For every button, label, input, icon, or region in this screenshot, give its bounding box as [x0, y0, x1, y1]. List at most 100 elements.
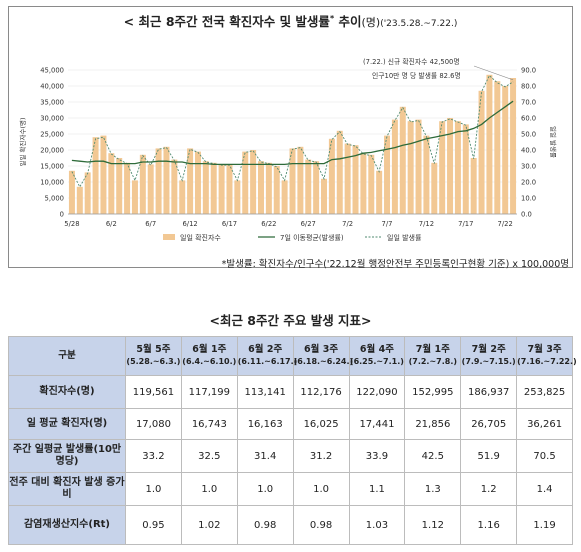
x-tick-label: 6/7: [145, 220, 156, 228]
x-tick-label: 6/22: [261, 220, 276, 228]
y-right-tick-label: 50.0: [521, 131, 536, 139]
bar: [147, 164, 154, 214]
x-tick-label: 6/27: [301, 220, 316, 228]
y-left-tick-label: 35,000: [40, 99, 64, 107]
table-cell: 16,743: [180, 408, 238, 440]
y-left-tick-label: 25,000: [40, 131, 64, 139]
bar: [171, 159, 178, 214]
table-cell: 253,825: [516, 375, 573, 409]
table-row: 감염재생산지수(Rt) 0.95 1.02 0.98 0.98 1.03 1.12 1.16 1…: [8, 505, 573, 545]
chart-svg: 0 5,000 10,000 15,000 20,000 25,000 30,000 35,0…: [18, 57, 558, 242]
bar: [502, 86, 509, 214]
col-range: (6.11.~6.17.): [237, 357, 298, 366]
chart-footnote: *발생률: 확진자수/인구수('22.12월 행정안전부 주민등록인구현황 기준…: [221, 259, 569, 270]
y-right-tick-label: 90.0: [521, 67, 536, 75]
chart-title-unit: (명): [361, 16, 381, 29]
bar: [281, 180, 288, 214]
x-tick-label: 5/28: [64, 220, 79, 228]
bar: [289, 148, 296, 214]
x-tick-label: 7/2: [342, 220, 353, 228]
bar: [187, 148, 194, 214]
bar: [478, 90, 485, 214]
col-range: (5.28.~6.3.): [126, 357, 181, 366]
annotation-line: (7.22.) 신규 확진자수 42,500명: [363, 57, 460, 66]
chart-title: < 최근 8주간 전국 확진자수 및 발생률* 추이(명)('23.5.28.~…: [0, 11, 581, 30]
col-week: 6월 4주: [359, 344, 394, 356]
bar: [250, 150, 257, 214]
bar: [139, 154, 146, 214]
table-row: 전주 대비 확진자 발생 증가비 1.0 1.0 1.0 1.0 1.1 1.3 1.2 1.4: [8, 472, 573, 506]
col-header-4: 6월 4주 (6.25.~7.1.): [348, 336, 406, 376]
bar: [447, 118, 454, 214]
bar: [202, 161, 209, 214]
bar: [297, 146, 304, 214]
chart-frame: [8, 6, 573, 268]
table-row: 확진자수(명) 119,561 117,199 113,141 112,176 122,0…: [8, 375, 573, 409]
table-cell: 1.4: [516, 472, 573, 506]
bar: [494, 81, 501, 214]
x-tick-label: 6/12: [182, 220, 197, 228]
col-range: (6.25.~7.1.): [349, 357, 404, 366]
bar: [391, 119, 398, 214]
table-cell: 33.2: [125, 439, 182, 473]
bar: [328, 138, 335, 214]
bar: [257, 161, 264, 214]
bar: [399, 106, 406, 214]
chart-title-sup: *: [329, 13, 335, 23]
bar: [100, 135, 107, 214]
table-cell: 0.98: [292, 505, 350, 545]
table-row: 일 평균 확진자(명) 17,080 16,743 16,163 16,025 17,44…: [8, 408, 573, 440]
bar: [218, 164, 225, 214]
bar: [423, 135, 430, 214]
col-week: 5월 5주: [136, 344, 171, 356]
col-header-2: 6월 2주 (6.11.~6.17.): [236, 336, 297, 376]
y-left-tick-label: 45,000: [40, 67, 64, 75]
table-cell: 1.0: [292, 472, 350, 506]
table-cell: 1.12: [404, 505, 462, 545]
chart-title-period: ('23.5.28.~7.22.): [380, 19, 458, 29]
bar: [431, 162, 438, 214]
bar: [407, 121, 414, 214]
table-cell: 16,163: [236, 408, 294, 440]
y-right-tick-label: 10.0: [521, 195, 536, 203]
table-cell: 1.0: [180, 472, 238, 506]
y-left-tick-label: 0: [60, 211, 64, 219]
bar: [108, 153, 115, 214]
table-cell: 119,561: [125, 375, 182, 409]
col-week: 6월 2주: [248, 344, 283, 356]
table-row: 주간 일평균 발생률(10만 명당) 33.2 32.5 31.4 31.2 33.9 42…: [8, 439, 573, 473]
col-header-1: 6월 1주 (6.4.~6.10.): [180, 336, 238, 376]
table-cell: 31.2: [292, 439, 350, 473]
bar: [242, 151, 249, 214]
legend-swatch-bar: [163, 234, 175, 240]
table-cell: 1.03: [348, 505, 406, 545]
bar: [265, 162, 272, 214]
bar: [68, 170, 75, 214]
table-cell: 0.95: [125, 505, 182, 545]
series-moving-avg-line: [71, 100, 514, 166]
x-tick-label: 6/2: [106, 220, 117, 228]
table-cell: 1.0: [125, 472, 182, 506]
y-right-tick-label: 80.0: [521, 83, 536, 91]
legend-label: 7일 이동평균(발생률): [280, 233, 344, 242]
bar: [321, 178, 328, 214]
bar: [454, 121, 461, 214]
table-corner: 구분: [8, 336, 126, 376]
chart-title-suffix: 추이: [334, 14, 362, 29]
col-week: 6월 1주: [192, 344, 227, 356]
x-tick-label: 7/17: [458, 220, 473, 228]
y-left-tick-label: 15,000: [40, 163, 64, 171]
col-range: (7.9.~7.15.): [461, 357, 516, 366]
bar: [92, 137, 99, 214]
y-right-tick-label: 30.0: [521, 163, 536, 171]
table-cell: 26,705: [460, 408, 518, 440]
bar: [131, 180, 138, 214]
y-left-tick-label: 10,000: [40, 179, 64, 187]
bar: [462, 124, 469, 214]
y-right-tick-label: 70.0: [521, 99, 536, 107]
bar: [76, 186, 83, 214]
y-left-tick-label: 40,000: [40, 83, 64, 91]
annotation-leader: [473, 65, 514, 81]
bar: [376, 170, 383, 214]
bar: [84, 172, 91, 214]
